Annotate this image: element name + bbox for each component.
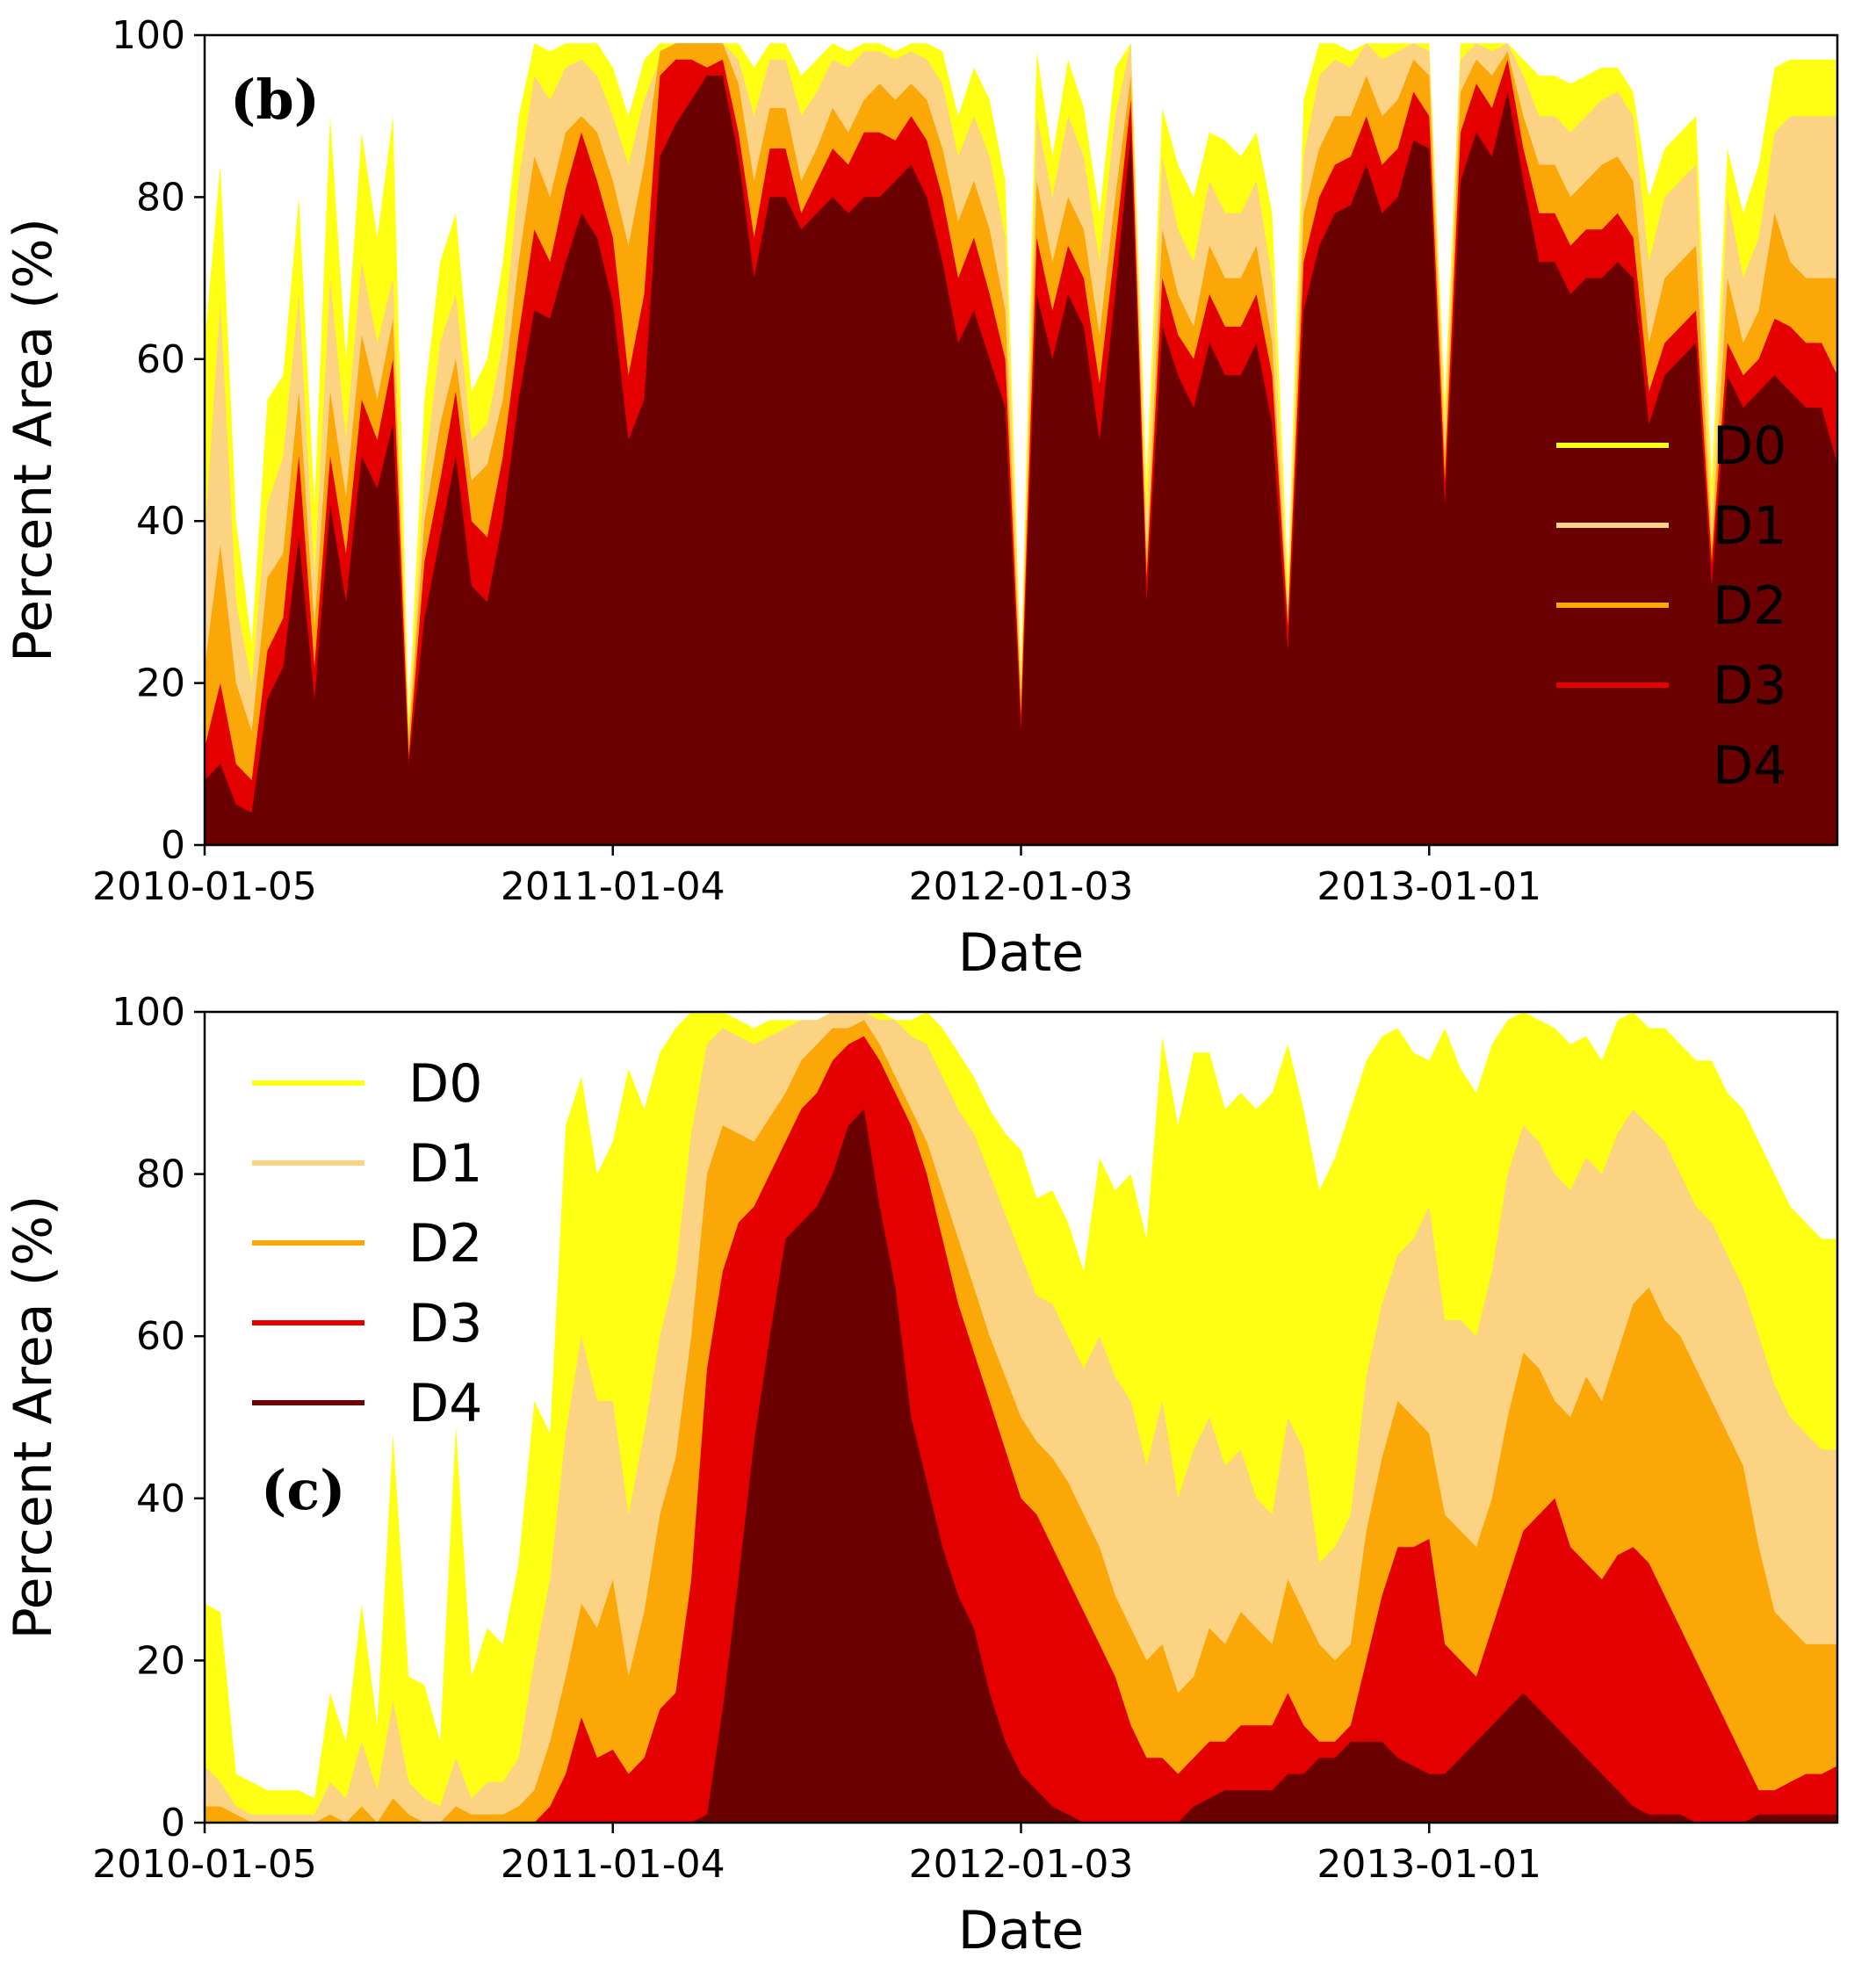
legend-label-d4: D4 bbox=[408, 1373, 482, 1434]
y-tick-label: 100 bbox=[112, 13, 185, 58]
y-tick-label: 0 bbox=[161, 1801, 185, 1845]
y-tick-label: 40 bbox=[136, 499, 185, 544]
y-tick-label: 60 bbox=[136, 337, 185, 382]
legend-label-d0: D0 bbox=[408, 1053, 482, 1115]
panel-label: (c) bbox=[261, 1458, 345, 1522]
legend-label-d0: D0 bbox=[1713, 415, 1786, 477]
y-tick-label: 80 bbox=[136, 1152, 185, 1197]
x-tick-label: 2013-01-01 bbox=[1317, 864, 1541, 909]
panel-label: (b) bbox=[230, 68, 320, 132]
x-tick-label: 2013-01-01 bbox=[1317, 1842, 1541, 1887]
y-axis-label: Percent Area (%) bbox=[3, 1195, 64, 1640]
x-tick-label: 2011-01-04 bbox=[501, 1842, 725, 1887]
legend: D0 D1 D2 D3 D4 bbox=[252, 1053, 482, 1434]
y-tick-label: 40 bbox=[136, 1477, 185, 1521]
legend-label-d2: D2 bbox=[1713, 575, 1786, 637]
x-axis-label: Date bbox=[958, 922, 1084, 984]
x-tick-label: 2012-01-03 bbox=[909, 864, 1134, 909]
y-tick-label: 60 bbox=[136, 1314, 185, 1359]
y-axis-label: Percent Area (%) bbox=[3, 218, 64, 662]
panel-b: 0 20 40 60 80 100 2010-01-05 2011-01-04 2012-01-… bbox=[3, 13, 1839, 984]
area-series-d3 bbox=[205, 1036, 1837, 1823]
legend-label-d1: D1 bbox=[408, 1133, 482, 1195]
x-tick-label: 2010-01-05 bbox=[92, 1842, 317, 1887]
area-series-group bbox=[205, 1012, 1837, 1823]
y-tick-label: 100 bbox=[112, 990, 185, 1035]
area-series-d4 bbox=[205, 76, 1837, 846]
y-tick-label: 20 bbox=[136, 661, 185, 706]
y-tick-label: 80 bbox=[136, 175, 185, 220]
area-series-group bbox=[205, 43, 1837, 846]
legend-label-d3: D3 bbox=[1713, 655, 1786, 717]
legend: D0 D1 D2 D3 D4 bbox=[1556, 415, 1786, 797]
legend-label-d3: D3 bbox=[408, 1293, 482, 1354]
y-tick-label: 20 bbox=[136, 1638, 185, 1683]
legend-label-d2: D2 bbox=[408, 1213, 482, 1275]
x-tick-label: 2010-01-05 bbox=[92, 864, 317, 909]
legend-label-d4: D4 bbox=[1713, 735, 1786, 797]
legend-label-d1: D1 bbox=[1713, 495, 1786, 557]
x-tick-label: 2012-01-03 bbox=[909, 1842, 1134, 1887]
y-tick-label: 0 bbox=[161, 823, 185, 868]
panel-c: 0 20 40 60 80 100 2010-01-05 2011-01-04 2012-01-… bbox=[3, 990, 1839, 1961]
x-axis-label: Date bbox=[958, 1900, 1084, 1961]
x-tick-label: 2011-01-04 bbox=[501, 864, 725, 909]
